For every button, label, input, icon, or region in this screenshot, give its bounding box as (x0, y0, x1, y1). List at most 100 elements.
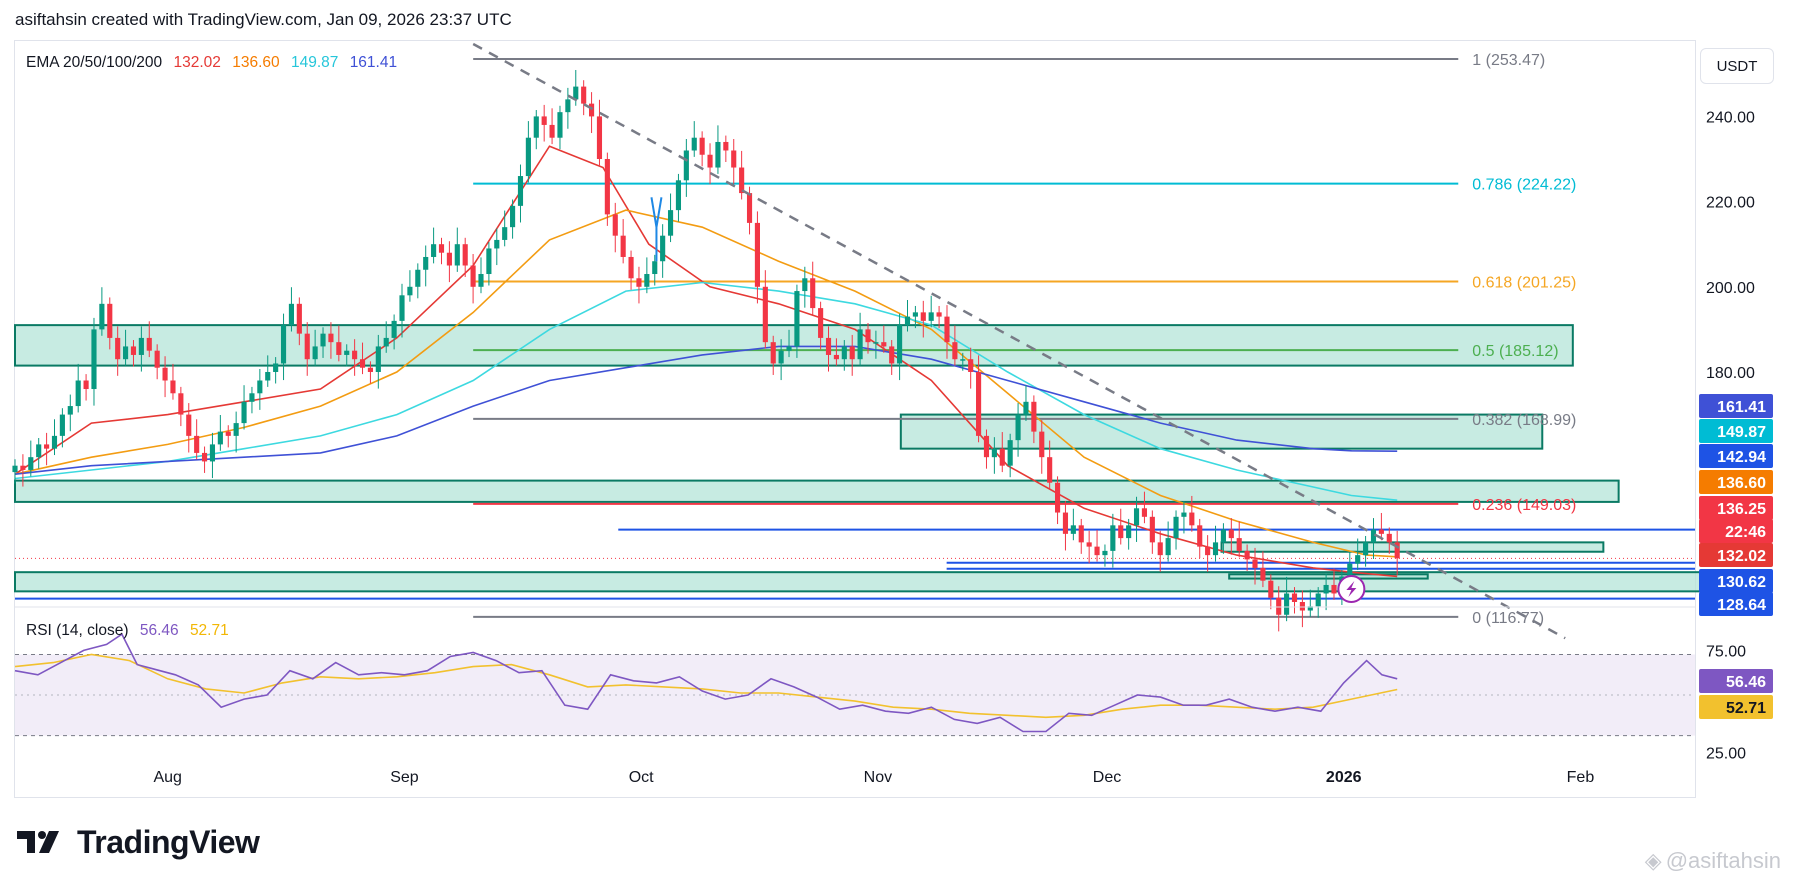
candle-body[interactable] (36, 444, 42, 458)
candle-body[interactable] (1149, 516, 1155, 543)
currency-selector[interactable]: USDT (1700, 48, 1774, 84)
candle-body[interactable] (154, 350, 160, 368)
candle-body[interactable] (383, 337, 389, 347)
candle-body[interactable] (636, 278, 642, 287)
candle-body[interactable] (612, 214, 618, 236)
candle-body[interactable] (344, 350, 350, 355)
candle-body[interactable] (849, 346, 855, 360)
candle-body[interactable] (778, 350, 784, 364)
candle-body[interactable] (1086, 542, 1092, 547)
candle-body[interactable] (644, 274, 650, 287)
candle-body[interactable] (525, 137, 531, 177)
candle-body[interactable] (375, 346, 381, 372)
candle-body[interactable] (1378, 529, 1384, 534)
candle-body[interactable] (723, 141, 729, 151)
candle-body[interactable] (1181, 512, 1187, 517)
candle-body[interactable] (1094, 546, 1100, 556)
candle-body[interactable] (399, 295, 405, 321)
candle-body[interactable] (707, 154, 713, 168)
candle-body[interactable] (1062, 512, 1069, 534)
candle-body[interactable] (952, 342, 958, 360)
candle-body[interactable] (91, 329, 97, 390)
candle-body[interactable] (541, 116, 547, 125)
candle-body[interactable] (596, 116, 603, 160)
candle-body[interactable] (1141, 508, 1148, 517)
candle-body[interactable] (565, 99, 571, 113)
candle-body[interactable] (233, 423, 239, 436)
candle-body[interactable] (652, 261, 658, 275)
candle-body[interactable] (620, 235, 626, 257)
candle-body[interactable] (312, 346, 318, 360)
candle-body[interactable] (920, 312, 926, 321)
candle-body[interactable] (1315, 593, 1321, 607)
support-resistance-zone-2[interactable] (899, 413, 1544, 450)
candle-body[interactable] (1197, 525, 1203, 547)
candle-body[interactable] (194, 435, 200, 453)
candle-body[interactable] (1268, 580, 1274, 598)
candle-body[interactable] (470, 265, 476, 287)
candle-body[interactable] (1165, 538, 1171, 556)
candle-body[interactable] (715, 141, 721, 168)
candle-body[interactable] (391, 320, 397, 338)
candle-body[interactable] (517, 176, 524, 206)
candle-body[interactable] (1039, 431, 1045, 458)
candle-body[interactable] (762, 286, 768, 343)
candle-body[interactable] (557, 112, 563, 138)
candle-body[interactable] (746, 193, 753, 223)
candle-body[interactable] (201, 452, 208, 462)
candle-body[interactable] (581, 86, 587, 104)
candle-body[interactable] (99, 303, 105, 330)
candle-body[interactable] (675, 180, 682, 211)
candle-body[interactable] (423, 256, 429, 270)
candle-body[interactable] (510, 205, 516, 228)
candle-body[interactable] (446, 252, 452, 266)
candle-body[interactable] (589, 103, 595, 117)
candle-body[interactable] (1070, 525, 1076, 534)
candle-body[interactable] (1047, 457, 1053, 483)
candle-body[interactable] (628, 256, 634, 279)
candle-body[interactable] (1110, 525, 1116, 551)
candle-body[interactable] (28, 457, 34, 470)
candle-body[interactable] (1331, 584, 1337, 594)
candle-body[interactable] (770, 342, 776, 364)
candle-body[interactable] (1347, 563, 1353, 577)
candle-body[interactable] (178, 393, 184, 415)
candle-body[interactable] (1220, 529, 1226, 543)
candle-body[interactable] (1307, 606, 1313, 611)
candle-body[interactable] (1102, 550, 1108, 556)
candle-body[interactable] (186, 414, 192, 436)
candle-body[interactable] (107, 303, 113, 338)
candle-body[interactable] (407, 286, 413, 296)
candle-body[interactable] (818, 308, 824, 338)
candle-body[interactable] (699, 137, 705, 155)
candle-body[interactable] (20, 465, 26, 470)
descending-trendline[interactable] (472, 42, 1566, 640)
candle-body[interactable] (881, 342, 887, 347)
candle-body[interactable] (304, 333, 310, 360)
candle-body[interactable] (67, 406, 73, 415)
candle-body[interactable] (359, 359, 366, 368)
candle-body[interactable] (944, 316, 950, 343)
candle-body[interactable] (1078, 525, 1084, 543)
candle-body[interactable] (691, 137, 697, 151)
candle-body[interactable] (51, 435, 58, 449)
candle-body[interactable] (336, 342, 342, 355)
candle-body[interactable] (825, 337, 832, 355)
candle-body[interactable] (1189, 512, 1195, 526)
candle-body[interactable] (296, 303, 302, 334)
candle-body[interactable] (241, 401, 247, 424)
candle-body[interactable] (146, 337, 152, 351)
candle-body[interactable] (976, 371, 982, 436)
candle-body[interactable] (1228, 529, 1234, 539)
candle-body[interactable] (478, 274, 484, 287)
candle-body[interactable] (1276, 597, 1282, 615)
candle-body[interactable] (257, 380, 263, 394)
candle-body[interactable] (1370, 529, 1377, 543)
candle-body[interactable] (667, 210, 674, 236)
candle-body[interactable] (936, 312, 942, 317)
candle-body[interactable] (454, 244, 460, 266)
candle-body[interactable] (604, 159, 610, 215)
candle-body[interactable] (1244, 550, 1250, 560)
candle-body[interactable] (533, 116, 539, 138)
